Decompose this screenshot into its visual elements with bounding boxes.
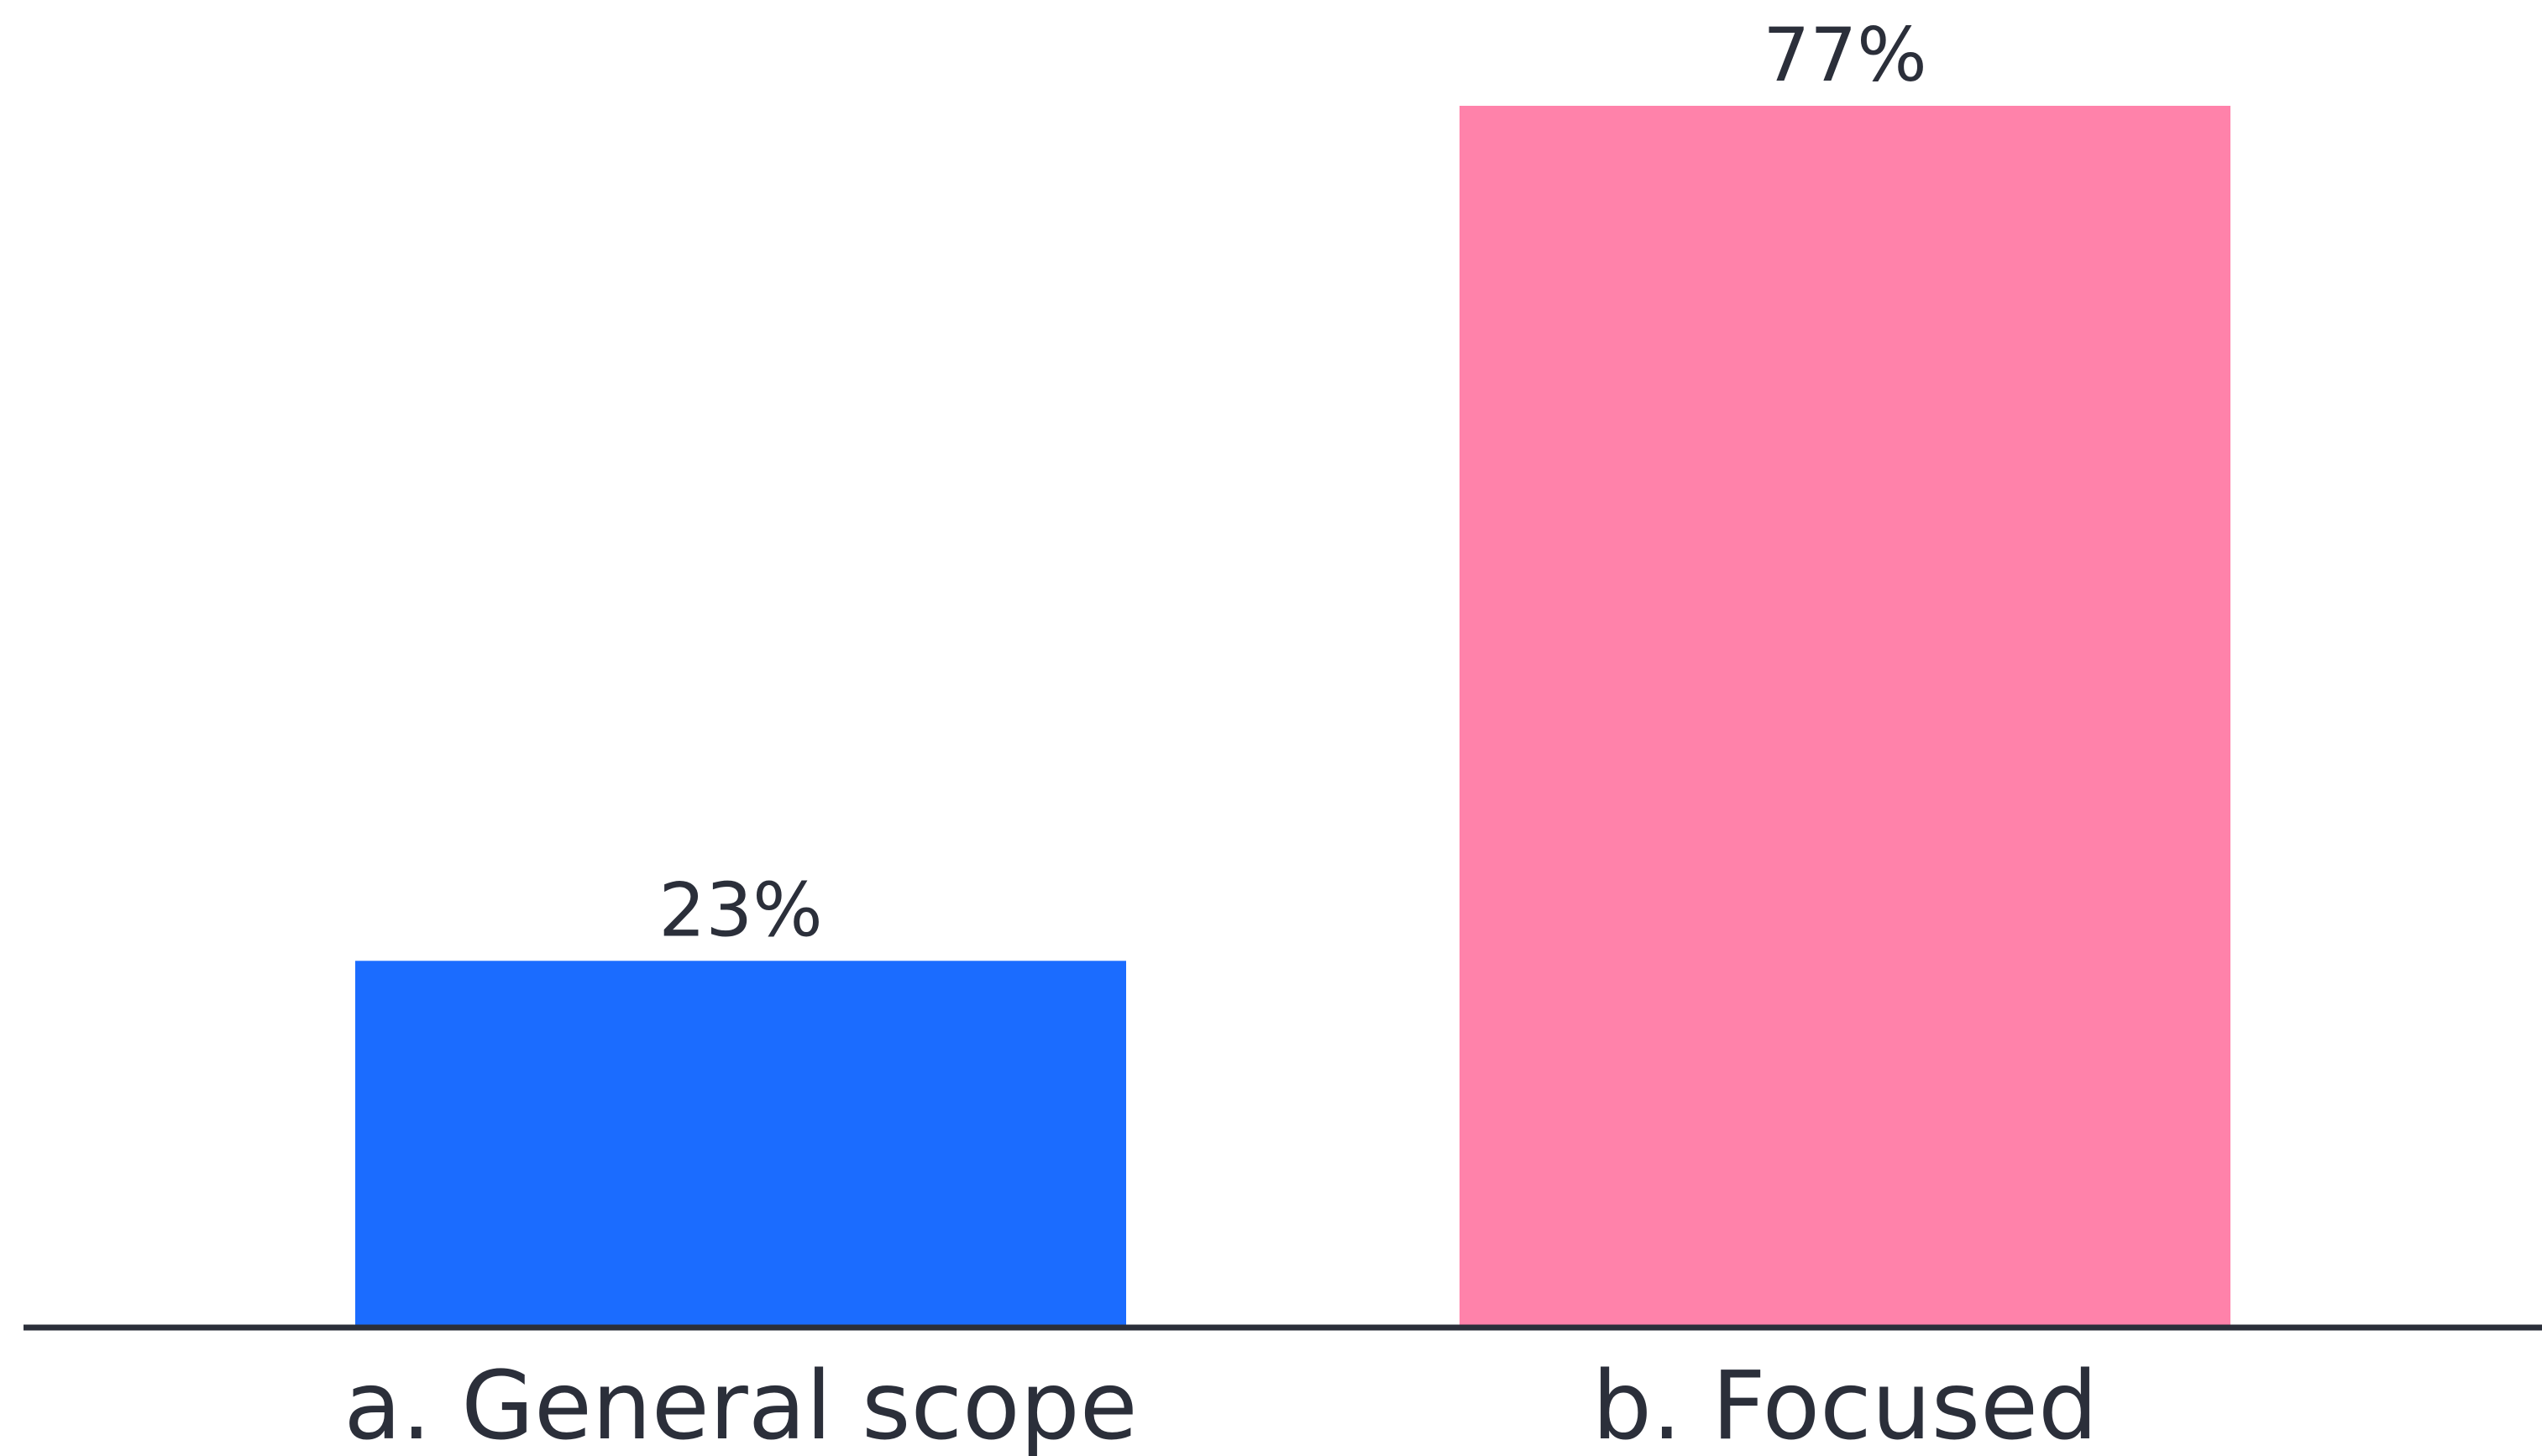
category-label-2: b. Focused (1592, 1352, 2098, 1456)
value-labels-group: 23% 77% (658, 12, 1927, 953)
bars-group (355, 106, 2230, 1325)
value-label-1: 23% (658, 867, 823, 953)
bar-1 (355, 961, 1126, 1325)
category-labels-group: a. General scope b. Focused (343, 1352, 2098, 1456)
bar-2 (1460, 106, 2230, 1325)
value-label-2: 77% (1763, 12, 1927, 98)
category-label-1: a. General scope (343, 1352, 1137, 1456)
